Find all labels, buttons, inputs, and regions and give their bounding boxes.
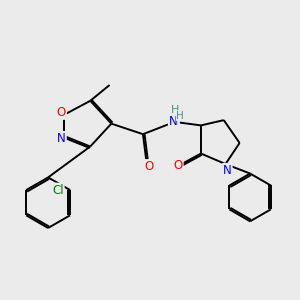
Text: O: O <box>57 106 66 119</box>
Text: N: N <box>170 116 179 128</box>
Text: H: H <box>176 111 184 121</box>
Text: O: O <box>145 160 154 173</box>
Text: O: O <box>173 159 183 172</box>
Text: H: H <box>170 105 179 115</box>
Text: N: N <box>169 116 177 128</box>
Text: N: N <box>57 132 66 145</box>
Text: Cl: Cl <box>52 184 64 196</box>
Text: N: N <box>223 164 232 177</box>
